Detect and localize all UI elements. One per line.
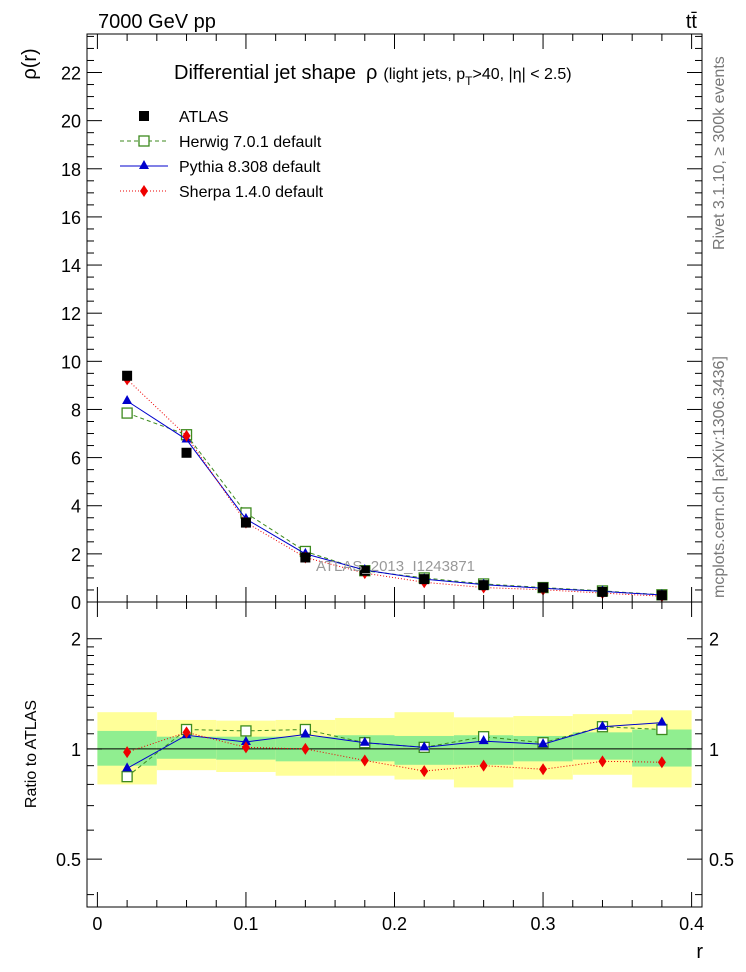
point-atlas xyxy=(419,574,430,585)
main-ytick-label: 14 xyxy=(61,256,81,276)
ratio-point-sherpa-1-4-0-default xyxy=(182,726,191,739)
legend-herwig-marker xyxy=(138,135,150,147)
ratio-ytick-label-right: 1 xyxy=(709,740,719,760)
stat-band-bin xyxy=(572,732,633,760)
energy-label: 7000 GeV pp xyxy=(98,11,216,33)
ratio-point-pythia-8-308-default xyxy=(538,738,549,748)
main-ytick-label: 18 xyxy=(61,160,81,180)
legend: ATLAS Herwig 7.0.1 default Pythia 8.308 … xyxy=(120,109,324,201)
main-ytick-label: 20 xyxy=(61,112,81,132)
ratio-point-pythia-8-308-default xyxy=(300,728,311,738)
ratio-point-sherpa-1-4-0-default xyxy=(539,763,548,776)
ratio-point-sherpa-1-4-0-default xyxy=(420,765,429,778)
ratio-ytick-label-right: 0.5 xyxy=(709,850,734,870)
ratio-series-pythia-8-308-default xyxy=(122,716,667,772)
process-label: tt̄ xyxy=(686,11,698,33)
point-atlas xyxy=(597,586,608,597)
ratio-series-sherpa-1-4-0-default xyxy=(123,726,666,778)
stat-band-bin xyxy=(156,736,217,759)
main-ytick-label: 2 xyxy=(71,545,81,565)
ratio-point-pythia-8-308-default xyxy=(419,741,430,751)
legend-herwig-label: Herwig 7.0.1 default xyxy=(179,134,322,151)
ratio-point-sherpa-1-4-0-default xyxy=(301,742,310,755)
ratio-point-sherpa-1-4-0-default xyxy=(360,754,369,767)
main-ytick-label: 6 xyxy=(71,449,81,469)
point-pythia-8-308-default xyxy=(122,395,133,405)
ratio-line-sherpa-1-4-0-default xyxy=(126,731,662,772)
point-herwig-7-0-1-default xyxy=(121,407,133,419)
point-atlas xyxy=(181,447,192,458)
ratio-ylabel: Ratio to ATLAS xyxy=(23,700,40,808)
legend-sherpa-marker xyxy=(140,185,148,197)
ratio-point-herwig-7-0-1-default xyxy=(240,725,252,737)
ratio-point-sherpa-1-4-0-default xyxy=(598,755,607,768)
legend-sherpa-label: Sherpa 1.4.0 default xyxy=(179,184,324,201)
main-ylabel: ρ(r) xyxy=(19,48,41,79)
ratio-xtick-label: 0 xyxy=(92,914,102,934)
ratio-xtick-label: 0.4 xyxy=(679,914,704,934)
ratio-point-sherpa-1-4-0-default xyxy=(241,741,250,754)
ratio-xtick-label: 0.2 xyxy=(382,914,407,934)
ratio-line-pythia-8-308-default xyxy=(126,722,662,769)
ratio-point-pythia-8-308-default xyxy=(122,762,133,772)
legend-pythia-marker xyxy=(139,160,149,169)
ratio-xtick-label: 0.1 xyxy=(233,914,258,934)
ratio-point-pythia-8-308-default xyxy=(240,735,251,745)
ratio-ytick-label-left: 2 xyxy=(71,630,81,650)
ratio-ytick-label-left: 0.5 xyxy=(56,850,81,870)
legend-entry-herwig: Herwig 7.0.1 default xyxy=(120,134,322,151)
legend-pythia-label: Pythia 8.308 default xyxy=(179,159,321,176)
ratio-point-sherpa-1-4-0-default xyxy=(123,746,132,759)
rivet-label: Rivet 3.1.10, ≥ 300k events xyxy=(711,56,728,250)
ratio-point-pythia-8-308-default xyxy=(656,716,667,726)
chart-title: Differential jet shape ρ (light jets, pT>4… xyxy=(174,62,572,88)
ratio-point-sherpa-1-4-0-default xyxy=(657,756,666,769)
ratio-point-sherpa-1-4-0-default xyxy=(479,759,488,772)
ratio-plot-area xyxy=(87,710,702,788)
ratio-point-pythia-8-308-default xyxy=(597,720,608,730)
main-ytick-label: 8 xyxy=(71,400,81,420)
main-ytick-label: 22 xyxy=(61,64,81,84)
legend-entry-pythia: Pythia 8.308 default xyxy=(120,159,321,176)
main-ytick-label: 16 xyxy=(61,208,81,228)
ratio-point-pythia-8-308-default xyxy=(359,736,370,746)
ratio-y-axis: 0.5 0.5 1 1 2 2 xyxy=(56,630,734,896)
x-axis-label: r xyxy=(696,941,703,963)
main-y-axis: 0 2 4 6 8 10 12 14 16 18 20 22 xyxy=(61,35,702,613)
main-ytick-label: 12 xyxy=(61,304,81,324)
main-ytick-label: 0 xyxy=(71,593,81,613)
mcplots-label: mcplots.cern.ch [arXiv:1306.3436] xyxy=(711,356,728,598)
point-atlas xyxy=(359,565,370,576)
legend-entry-atlas: ATLAS xyxy=(139,109,229,126)
point-atlas xyxy=(240,517,251,528)
point-sherpa-1-4-0-default xyxy=(182,429,191,442)
point-atlas xyxy=(478,580,489,591)
ratio-panel: 0.5 0.51 12 2 0 0.1 0.2 0.3 0.4 Ratio to ATLAS … xyxy=(23,601,734,963)
legend-entry-sherpa: Sherpa 1.4.0 default xyxy=(120,184,324,201)
series-line-pythia-8-308-default xyxy=(126,400,662,596)
ratio-point-herwig-7-0-1-default xyxy=(121,771,133,783)
ratio-xtick-label: 0.3 xyxy=(531,914,556,934)
main-ytick-label: 4 xyxy=(71,497,81,517)
point-atlas xyxy=(300,552,311,563)
main-x-axis xyxy=(96,34,693,602)
legend-atlas-label: ATLAS xyxy=(179,109,229,126)
legend-atlas-marker xyxy=(139,111,149,121)
main-ytick-label: 10 xyxy=(61,352,81,372)
ratio-line-herwig-7-0-1-default xyxy=(126,726,662,778)
main-panel: 0 2 4 6 8 10 12 14 16 18 20 22 ρ(r) Differential je… xyxy=(19,33,703,613)
ratio-x-axis: 0 0.1 0.2 0.3 0.4 xyxy=(92,602,704,934)
ratio-point-pythia-8-308-default xyxy=(478,735,489,745)
watermark: ATLAS_2013_I1243871 xyxy=(316,558,475,575)
ratio-ytick-label-right: 2 xyxy=(709,630,719,650)
point-atlas xyxy=(122,370,133,381)
ratio-ytick-label-left: 1 xyxy=(71,740,81,760)
ratio-point-herwig-7-0-1-default xyxy=(656,723,668,736)
